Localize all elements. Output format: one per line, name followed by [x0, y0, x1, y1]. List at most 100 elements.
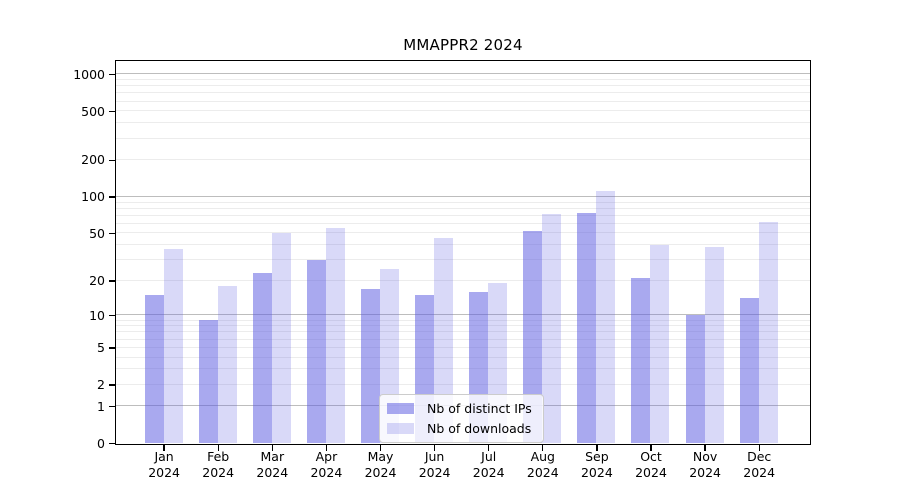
- gridline-200: [116, 159, 810, 161]
- bar-downloads-apr: [325, 227, 345, 443]
- y-tick-mark-5: [109, 347, 115, 349]
- y-tick-mark-50: [109, 232, 115, 235]
- x-tick-label-nov: Nov 2024: [673, 449, 737, 480]
- gridline-8: [116, 325, 810, 327]
- month-name: Mar: [260, 449, 285, 464]
- gridline-5: [116, 346, 810, 348]
- bar-downloads-mar: [271, 232, 291, 443]
- x-tick-label-jun: Jun 2024: [403, 449, 467, 480]
- x-tick-label-jan: Jan 2024: [132, 449, 196, 480]
- gridline-900: [116, 79, 810, 81]
- gridline-30: [116, 259, 810, 261]
- bar-downloads-jan: [163, 248, 183, 443]
- bar-downloads-sep: [596, 191, 616, 443]
- y-tick-mark-10: [109, 314, 115, 317]
- y-tick-label-20: 20: [89, 272, 105, 288]
- legend-label-distinct-ips: Nb of distinct IPs: [427, 401, 532, 416]
- month-year: 2024: [310, 464, 343, 480]
- bar-distinct-ips-nov: [685, 314, 705, 443]
- gridline-40: [116, 244, 810, 246]
- month-year: 2024: [743, 464, 776, 480]
- gridline-2: [116, 383, 810, 385]
- y-tick-mark-100: [109, 196, 115, 198]
- x-tick-mark-aug: [542, 445, 544, 451]
- gridline-100: [116, 195, 810, 197]
- bar-distinct-ips-may: [360, 288, 380, 443]
- bar-downloads-dec: [758, 221, 778, 443]
- bar-distinct-ips-sep: [577, 213, 597, 443]
- gridline-500: [116, 110, 810, 112]
- x-tick-mark-jul: [488, 445, 490, 451]
- month-name: Oct: [640, 449, 662, 464]
- month-name: Apr: [315, 449, 338, 464]
- x-tick-mark-nov: [704, 445, 706, 451]
- legend-swatch-downloads: [387, 423, 414, 434]
- bar-downloads-aug: [542, 213, 562, 443]
- gridline-60: [116, 222, 810, 224]
- gridline-6: [116, 338, 810, 340]
- gridline-10: [116, 314, 810, 316]
- legend-item-distinct-ips: Nb of distinct IPs: [387, 400, 532, 417]
- month-year: 2024: [364, 464, 397, 480]
- legend: Nb of distinct IPs Nb of downloads: [379, 394, 544, 443]
- y-tick-label-200: 200: [81, 152, 105, 168]
- legend-label-downloads: Nb of downloads: [427, 421, 532, 436]
- gridline-9: [116, 319, 810, 321]
- y-tick-mark-0: [109, 442, 115, 445]
- month-name: Sep: [585, 449, 609, 464]
- month-year: 2024: [689, 464, 721, 480]
- x-tick-label-aug: Aug 2024: [511, 449, 575, 480]
- x-tick-mark-may: [379, 445, 382, 451]
- plot-area: Nb of distinct IPs Nb of downloads: [115, 60, 811, 445]
- x-tick-label-dec: Dec 2024: [727, 449, 791, 480]
- month-year: 2024: [418, 464, 451, 480]
- y-tick-mark-500: [109, 110, 115, 113]
- bar-distinct-ips-dec: [739, 298, 759, 443]
- x-tick-label-sep: Sep 2024: [565, 449, 629, 480]
- y-tick-mark-1000: [109, 73, 115, 76]
- gridline-50: [116, 232, 810, 234]
- y-tick-label-1000: 1000: [73, 66, 105, 82]
- x-tick-mark-sep: [596, 445, 598, 451]
- x-tick-mark-oct: [650, 445, 652, 451]
- month-name: Dec: [747, 449, 772, 464]
- bar-distinct-ips-jan: [144, 294, 164, 443]
- legend-item-downloads: Nb of downloads: [387, 420, 532, 437]
- bar-distinct-ips-mar: [252, 273, 272, 443]
- x-tick-label-jul: Jul 2024: [457, 449, 521, 480]
- month-year: 2024: [526, 464, 559, 480]
- x-tick-label-may: May 2024: [349, 449, 413, 480]
- month-name: May: [367, 449, 394, 464]
- x-tick-mark-feb: [217, 445, 219, 451]
- gridline-90: [116, 201, 810, 203]
- y-tick-label-10: 10: [89, 307, 105, 323]
- chart-title: MMAPPR2 2024: [403, 36, 523, 54]
- y-tick-label-500: 500: [81, 103, 105, 119]
- y-tick-label-2: 2: [97, 376, 105, 392]
- bar-downloads-oct: [650, 244, 670, 443]
- gridline-700: [116, 92, 810, 94]
- y-tick-label-100: 100: [81, 189, 105, 205]
- x-tick-mark-dec: [758, 445, 760, 451]
- x-tick-mark-jun: [433, 445, 436, 451]
- x-tick-label-feb: Feb 2024: [186, 449, 250, 480]
- gridline-70: [116, 214, 810, 216]
- bar-distinct-ips-feb: [198, 320, 218, 443]
- y-tick-mark-200: [109, 159, 115, 161]
- x-tick-label-mar: Mar 2024: [240, 449, 304, 480]
- bar-downloads-nov: [704, 247, 724, 443]
- y-tick-mark-1: [109, 405, 115, 408]
- gridline-800: [116, 85, 810, 87]
- bar-distinct-ips-oct: [631, 277, 651, 443]
- month-year: 2024: [256, 464, 289, 480]
- month-year: 2024: [580, 464, 613, 480]
- gridline-300: [116, 137, 810, 139]
- y-tick-label-50: 50: [89, 225, 105, 241]
- month-name: Jun: [424, 449, 445, 464]
- bar-downloads-jun: [434, 238, 453, 443]
- month-name: Nov: [692, 449, 718, 464]
- x-tick-label-apr: Apr 2024: [294, 449, 358, 480]
- x-tick-mark-apr: [325, 445, 328, 451]
- y-tick-label-5: 5: [97, 339, 105, 355]
- month-year: 2024: [635, 464, 667, 480]
